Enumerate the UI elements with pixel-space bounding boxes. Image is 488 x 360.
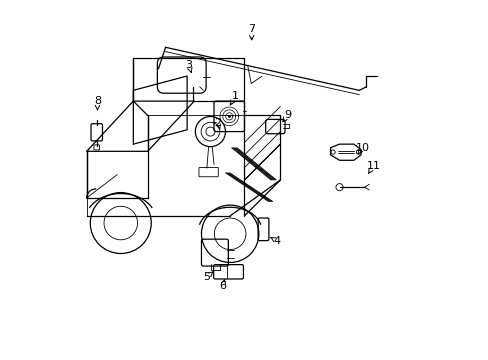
Text: 1: 1 [232, 91, 239, 101]
Text: 10: 10 [355, 143, 369, 153]
Text: 6: 6 [219, 281, 226, 291]
Text: 5: 5 [203, 272, 210, 282]
Text: 4: 4 [273, 236, 280, 246]
Text: 2: 2 [214, 118, 221, 128]
Text: 7: 7 [247, 24, 255, 35]
Text: 3: 3 [185, 60, 192, 70]
Text: 11: 11 [366, 161, 380, 171]
Text: 8: 8 [94, 96, 101, 106]
Text: 9: 9 [284, 111, 290, 121]
